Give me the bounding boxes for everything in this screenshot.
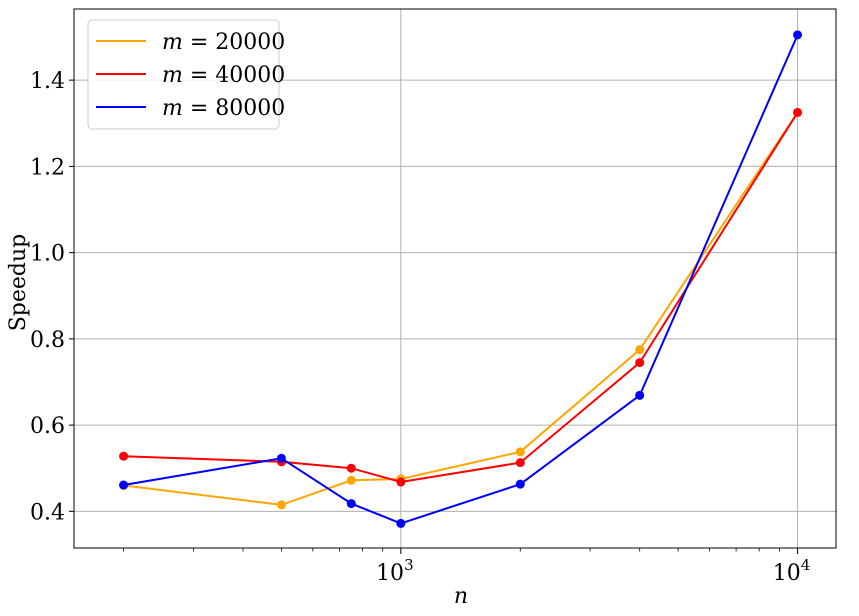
data-point <box>793 30 803 40</box>
legend-value: = 80000 <box>183 96 285 121</box>
y-tick-label: 1.0 <box>30 242 65 267</box>
x-tick-exponent: 3 <box>404 556 414 574</box>
y-tick-label: 0.6 <box>30 414 65 439</box>
legend-entry: m = 80000 <box>162 96 285 121</box>
legend-value: = 40000 <box>183 63 285 88</box>
data-point <box>346 475 356 485</box>
series-layer <box>119 30 803 528</box>
data-point <box>119 480 129 490</box>
data-point <box>346 463 356 473</box>
data-point <box>515 458 525 468</box>
x-tick-base: 10 <box>376 561 404 586</box>
legend-var: m <box>162 96 183 121</box>
x-tick-exponent: 4 <box>801 556 811 574</box>
plot-frame <box>73 8 837 549</box>
data-point <box>346 499 356 509</box>
legend-entry: m = 40000 <box>162 63 285 88</box>
x-minor-ticks <box>123 548 780 552</box>
x-axis-ticks: 103 104 <box>376 548 810 586</box>
y-axis-ticks: 0.4 0.6 0.8 1.0 1.2 1.4 <box>30 69 74 525</box>
legend-var: m <box>162 30 183 55</box>
data-point <box>396 477 406 487</box>
data-point <box>276 500 286 510</box>
x-tick-label: 104 <box>773 556 811 586</box>
y-axis-label: Speedup <box>6 234 31 332</box>
y-tick-label: 0.8 <box>30 328 65 353</box>
data-point <box>793 107 803 117</box>
series-0 <box>119 107 803 510</box>
series-line <box>123 111 799 506</box>
data-point <box>635 390 645 400</box>
data-point <box>515 447 525 457</box>
x-tick-label: 103 <box>376 556 414 586</box>
y-tick-label: 1.4 <box>30 69 65 94</box>
data-point <box>635 345 645 355</box>
data-point <box>276 453 286 463</box>
x-axis-label: n <box>454 584 468 609</box>
data-point <box>396 518 406 528</box>
legend-value: = 20000 <box>183 30 285 55</box>
legend-var: m <box>162 63 183 88</box>
data-point <box>515 479 525 489</box>
x-tick-base: 10 <box>773 561 801 586</box>
legend-entry: m = 20000 <box>162 30 285 55</box>
y-tick-label: 1.2 <box>30 155 65 180</box>
y-tick-label: 0.4 <box>30 500 65 525</box>
series-1 <box>119 107 803 487</box>
data-point <box>635 358 645 368</box>
data-point <box>119 451 129 461</box>
series-line <box>123 111 799 484</box>
legend-box <box>87 19 280 130</box>
series-2 <box>119 30 803 528</box>
